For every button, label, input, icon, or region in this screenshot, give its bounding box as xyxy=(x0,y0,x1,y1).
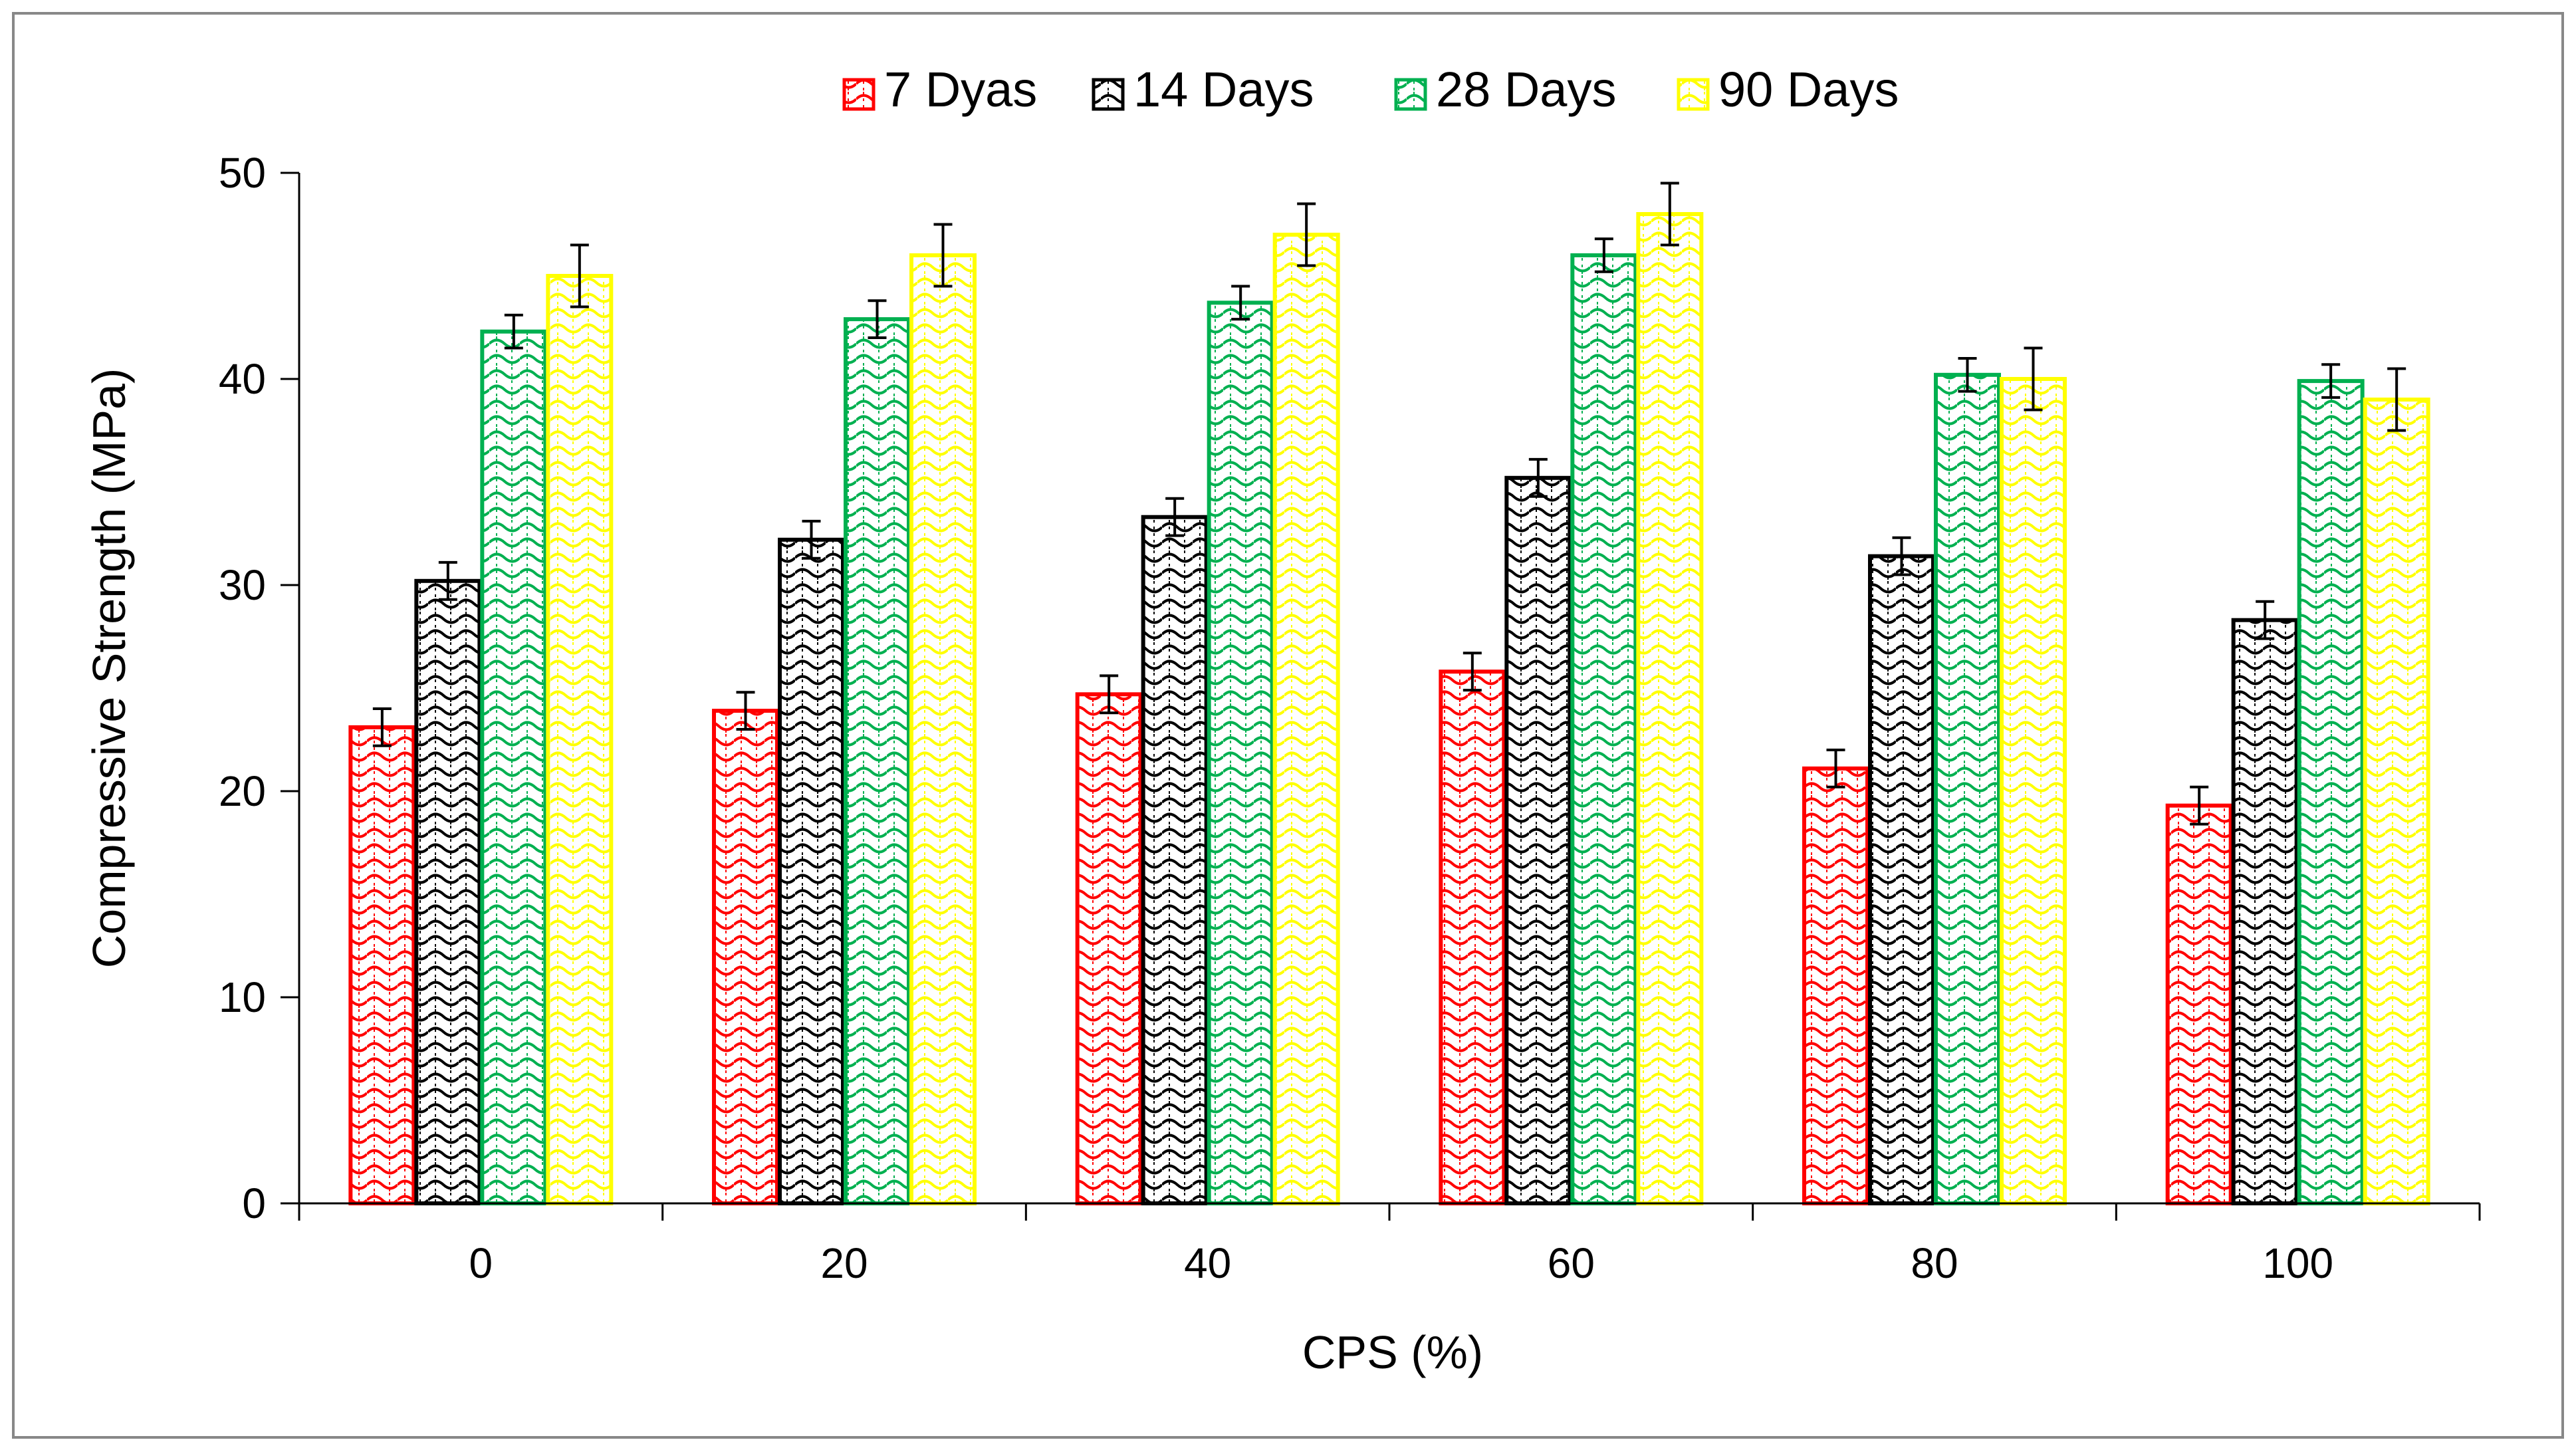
y-axis-title: Compressive Strength (MPa) xyxy=(83,368,135,969)
y-tick-label-50: 50 xyxy=(219,149,266,197)
x-tick-label-20: 20 xyxy=(820,1239,868,1287)
legend-key-90-days xyxy=(1677,78,1710,111)
bar-14-days-cps-40 xyxy=(1141,515,1209,1206)
bar-7-dyas-cps-60 xyxy=(1439,669,1506,1205)
y-tick-label-0: 0 xyxy=(242,1179,266,1227)
error-bars-layer xyxy=(372,182,2406,826)
legend-key-7-dyas xyxy=(842,78,876,111)
legend-key-14-days xyxy=(1092,78,1125,111)
bar-28-days-cps-100 xyxy=(2297,379,2365,1205)
bar-90-days-cps-100 xyxy=(2363,398,2430,1205)
legend: 7 Dyas 14 Days 28 Days 90 Days xyxy=(842,62,1899,117)
bar-28-days-cps-60 xyxy=(1570,253,1638,1205)
x-tick-label-100: 100 xyxy=(2262,1239,2333,1287)
y-tick-label-30: 30 xyxy=(219,561,266,609)
legend-label-14-days: 14 Days xyxy=(1133,62,1314,117)
x-tick-label-80: 80 xyxy=(1911,1239,1958,1287)
bars-layer xyxy=(348,212,2430,1206)
bar-90-days-cps-40 xyxy=(1272,233,1340,1205)
legend-key-28-days xyxy=(1394,78,1427,111)
y-tick-label-10: 10 xyxy=(219,973,266,1021)
legend-label-90-days: 90 Days xyxy=(1718,62,1899,117)
bar-14-days-cps-60 xyxy=(1504,475,1572,1205)
x-axis-title: CPS (%) xyxy=(1302,1326,1483,1378)
bar-90-days-cps-20 xyxy=(909,253,977,1205)
axes-layer: 0 20 40 60 80 100 0 10 20 30 40 50 xyxy=(219,149,2481,1287)
bar-90-days-cps-60 xyxy=(1636,212,1704,1205)
bar-28-days-cps-0 xyxy=(480,329,548,1206)
bar-14-days-cps-100 xyxy=(2231,618,2299,1205)
legend-label-7-dyas: 7 Dyas xyxy=(884,62,1037,117)
bar-7-dyas-cps-100 xyxy=(2165,803,2233,1205)
legend-label-28-days: 28 Days xyxy=(1436,62,1616,117)
bar-28-days-cps-40 xyxy=(1207,301,1274,1205)
x-tick-label-0: 0 xyxy=(469,1239,493,1287)
x-tick-label-40: 40 xyxy=(1184,1239,1231,1287)
bar-14-days-cps-0 xyxy=(414,578,482,1205)
bar-28-days-cps-20 xyxy=(844,317,911,1206)
bar-14-days-cps-20 xyxy=(778,537,845,1205)
bar-7-dyas-cps-40 xyxy=(1075,692,1143,1206)
bar-7-dyas-cps-0 xyxy=(348,725,416,1205)
x-tick-label-60: 60 xyxy=(1548,1239,1595,1287)
bar-28-days-cps-80 xyxy=(1934,372,2001,1205)
y-tick-label-40: 40 xyxy=(219,355,266,403)
bar-7-dyas-cps-20 xyxy=(712,709,779,1205)
y-tick-label-20: 20 xyxy=(219,767,266,815)
bar-14-days-cps-80 xyxy=(1868,554,1935,1205)
bar-7-dyas-cps-80 xyxy=(1802,766,1869,1205)
bar-90-days-cps-80 xyxy=(2000,377,2067,1205)
bar-90-days-cps-0 xyxy=(546,274,614,1205)
